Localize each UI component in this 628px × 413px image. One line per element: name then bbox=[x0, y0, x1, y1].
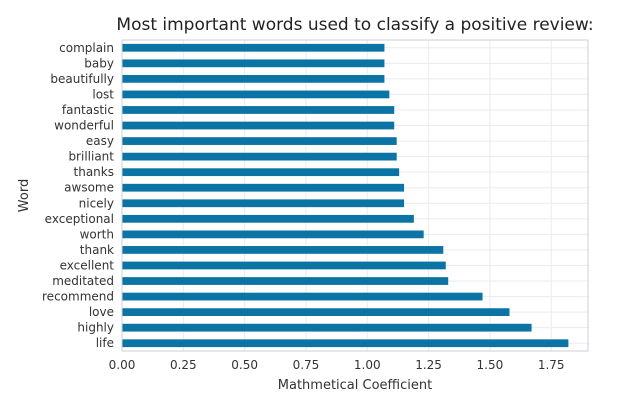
y-tick-label: thanks bbox=[74, 165, 114, 179]
x-tick-label: 1.25 bbox=[415, 358, 442, 372]
bar-recommend bbox=[122, 292, 483, 301]
grid bbox=[121, 40, 588, 351]
bar-meditated bbox=[122, 277, 449, 285]
y-tick-label: brilliant bbox=[68, 150, 114, 164]
y-tick-label: wonderful bbox=[54, 119, 114, 133]
bar-fantastic bbox=[122, 106, 395, 114]
bar-easy bbox=[122, 137, 397, 145]
y-tick-label: complain bbox=[59, 41, 114, 55]
y-tick-label: love bbox=[89, 305, 114, 319]
bar-exceptional bbox=[122, 214, 414, 223]
y-tick-label: fantastic bbox=[62, 103, 114, 117]
bar-wonderful bbox=[122, 121, 395, 130]
bar-highly bbox=[122, 323, 532, 332]
x-tick-label: 0.50 bbox=[231, 358, 258, 372]
bars bbox=[122, 43, 569, 348]
x-tick-label: 1.00 bbox=[354, 358, 381, 372]
bar-awsome bbox=[122, 183, 405, 192]
y-tick-label: lost bbox=[92, 87, 114, 101]
y-tick-label: highly bbox=[77, 321, 114, 335]
y-tick-label: baby bbox=[84, 56, 114, 70]
y-tick-label: nicely bbox=[79, 196, 114, 210]
bar-love bbox=[122, 308, 510, 317]
chart-title: Most important words used to classify a … bbox=[116, 15, 593, 35]
y-tick-label: exceptional bbox=[45, 212, 114, 226]
y-tick-label: beautifully bbox=[50, 72, 114, 86]
y-tick-label: recommend bbox=[42, 290, 114, 304]
bar-worth bbox=[122, 230, 424, 239]
y-axis-label: Word bbox=[17, 179, 32, 212]
x-tick-label: 0.00 bbox=[109, 358, 136, 372]
y-tick-label: meditated bbox=[52, 274, 114, 288]
bar-thank bbox=[122, 246, 444, 254]
x-tick-label: 1.75 bbox=[538, 358, 565, 372]
bar-thanks bbox=[122, 168, 400, 177]
bar-brilliant bbox=[122, 152, 397, 161]
bar-lost bbox=[122, 90, 390, 99]
x-axis-label: Mathmetical Coefficient bbox=[278, 378, 432, 393]
bar-complain bbox=[122, 43, 385, 52]
y-tick-label: excellent bbox=[60, 258, 115, 272]
y-tick-label: life bbox=[96, 336, 114, 350]
y-tick-label: thank bbox=[80, 243, 114, 257]
bar-baby bbox=[122, 59, 385, 68]
x-tick-labels: 0.00 0.25 0.50 0.75 1.00 1.25 1.50 1.75 bbox=[109, 358, 565, 372]
bar-excellent bbox=[122, 261, 446, 270]
bar-beautifully bbox=[122, 74, 385, 83]
x-tick-label: 0.75 bbox=[293, 358, 320, 372]
bar-nicely bbox=[122, 199, 405, 208]
bar-life bbox=[122, 339, 569, 348]
plot-area-border bbox=[121, 39, 589, 352]
y-tick-label: easy bbox=[86, 134, 114, 148]
y-tick-label: worth bbox=[80, 227, 114, 241]
x-tick-label: 1.50 bbox=[477, 358, 504, 372]
x-tick-label: 0.25 bbox=[170, 358, 197, 372]
y-tick-label: awsome bbox=[64, 181, 114, 195]
